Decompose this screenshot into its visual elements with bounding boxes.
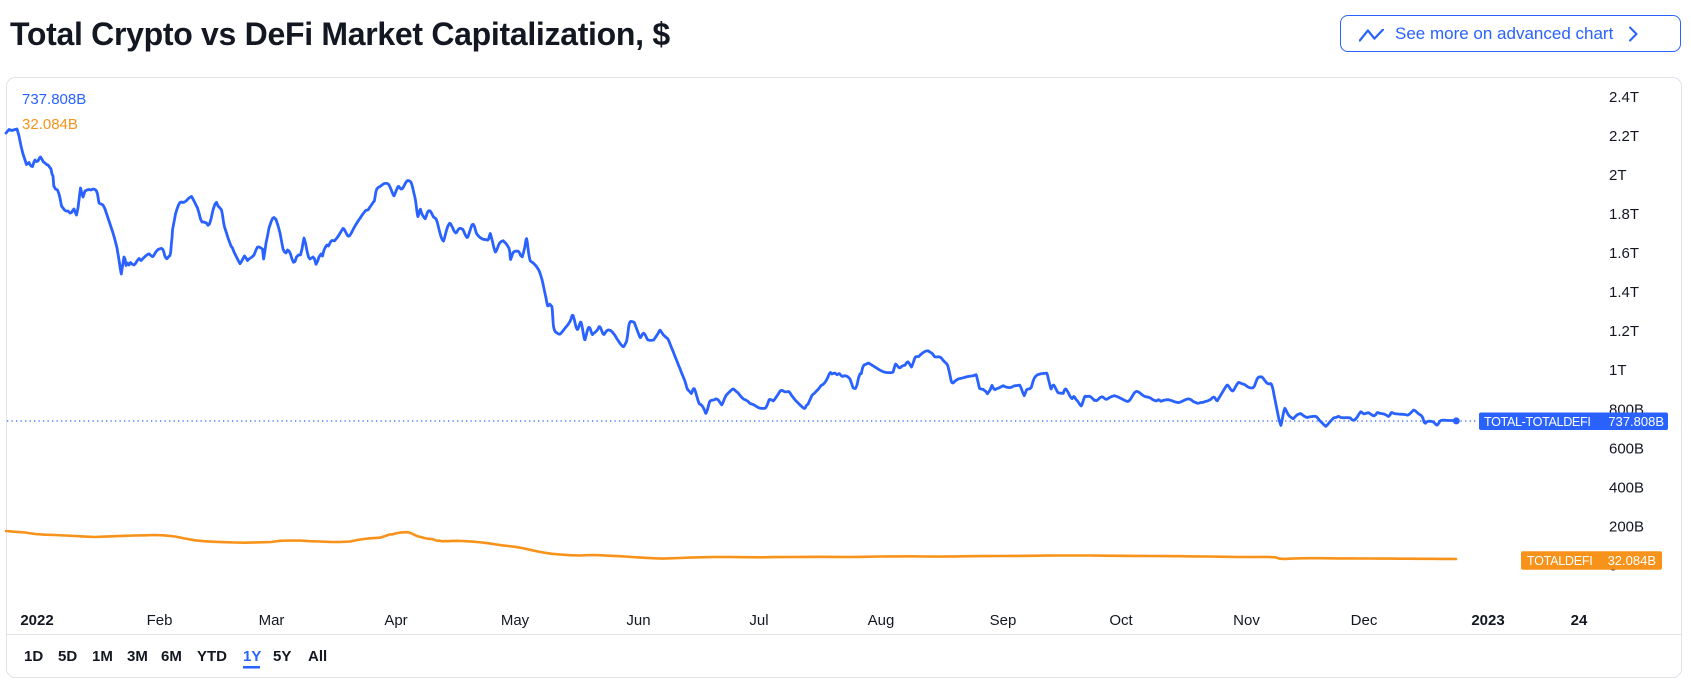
svg-text:Oct: Oct [1109,612,1133,629]
svg-text:200B: 200B [1609,519,1644,536]
svg-text:2022: 2022 [20,612,53,629]
svg-text:TOTALDEFI: TOTALDEFI [1527,554,1592,568]
svg-text:32.084B: 32.084B [1608,553,1656,568]
svg-text:5Y: 5Y [273,648,291,665]
svg-text:1D: 1D [24,648,43,665]
svg-text:32.084B: 32.084B [22,116,78,133]
svg-text:All: All [308,648,327,665]
svg-text:3M: 3M [127,648,148,665]
svg-text:Apr: Apr [384,612,407,629]
svg-text:600B: 600B [1609,440,1644,457]
svg-text:Feb: Feb [147,612,173,629]
svg-text:Mar: Mar [259,612,285,629]
svg-text:Sep: Sep [990,612,1017,629]
svg-text:Aug: Aug [868,612,895,629]
svg-text:737.808B: 737.808B [22,91,86,108]
svg-text:2.4T: 2.4T [1609,89,1639,106]
svg-text:1M: 1M [92,648,113,665]
svg-text:2023: 2023 [1471,612,1504,629]
svg-text:1.6T: 1.6T [1609,245,1639,262]
svg-text:5D: 5D [58,648,77,665]
svg-text:Nov: Nov [1233,612,1260,629]
svg-text:Dec: Dec [1351,612,1378,629]
svg-text:1.8T: 1.8T [1609,206,1639,223]
svg-text:737.808B: 737.808B [1608,414,1664,429]
svg-text:1Y: 1Y [243,648,261,665]
svg-text:Jun: Jun [626,612,650,629]
svg-text:May: May [501,612,530,629]
svg-text:24: 24 [1571,612,1588,629]
svg-text:6M: 6M [161,648,182,665]
svg-text:1.4T: 1.4T [1609,284,1639,301]
svg-text:1T: 1T [1609,362,1627,379]
svg-text:400B: 400B [1609,479,1644,496]
svg-text:1.2T: 1.2T [1609,323,1639,340]
svg-text:Jul: Jul [749,612,768,629]
svg-text:2T: 2T [1609,167,1627,184]
svg-text:TOTAL-TOTALDEFI: TOTAL-TOTALDEFI [1484,415,1590,429]
svg-text:2.2T: 2.2T [1609,128,1639,145]
svg-text:YTD: YTD [197,648,227,665]
